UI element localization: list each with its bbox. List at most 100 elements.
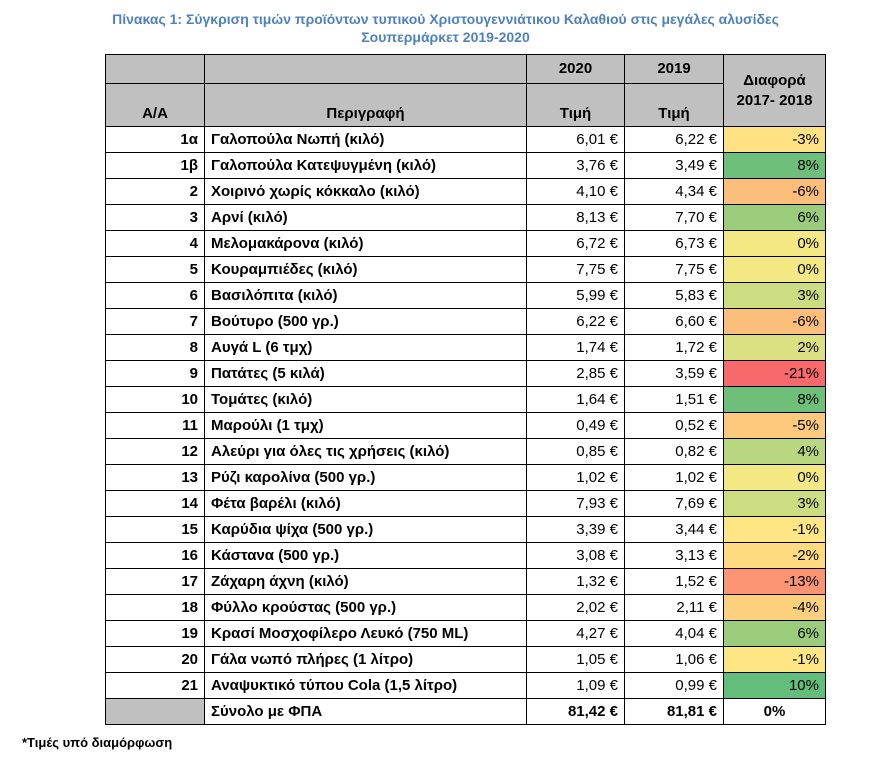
total-price-2019: 81,81 € — [624, 698, 724, 725]
table-row: 4 Μελομακάρονα (κιλό) 6,72 €6,73 €0% — [105, 230, 826, 257]
row-description: Κάστανα (500 γρ.) — [204, 542, 527, 569]
row-description: Καρύδια ψίχα (500 γρ.) — [204, 516, 527, 543]
row-id: 1β — [105, 152, 205, 179]
row-id: 5 — [105, 256, 205, 283]
header-year-2020: 2020 — [526, 54, 625, 84]
row-difference: 4% — [723, 438, 826, 465]
row-price-2020: 1,64 € — [526, 386, 625, 413]
row-id: 1α — [105, 126, 205, 153]
table-row: 11 Μαρούλι (1 τμχ) 0,49 €0,52 € -5% — [105, 412, 826, 439]
header-year-2019: 2019 — [624, 54, 724, 84]
row-id: 21 — [105, 672, 205, 699]
row-price-2020: 6,72 € — [526, 230, 625, 257]
table-row: 10 Τομάτες (κιλό) 1,64 €1,51 €8% — [105, 386, 826, 413]
row-description: Ρύζι καρολίνα (500 γρ.) — [204, 464, 527, 491]
row-difference: -2% — [723, 542, 826, 569]
row-id: 6 — [105, 282, 205, 309]
row-description: Αυγά L (6 τμχ) — [204, 334, 527, 361]
row-description: Αναψυκτικό τύπου Cola (1,5 λίτρο) — [204, 672, 527, 699]
row-price-2020: 3,08 € — [526, 542, 625, 569]
row-description: Χοιρινό χωρίς κόκκαλο (κιλό) — [204, 178, 527, 205]
row-id: 10 — [105, 386, 205, 413]
row-price-2020: 8,13 € — [526, 204, 625, 231]
row-price-2019: 1,51 € — [624, 386, 724, 413]
total-difference: 0% — [723, 698, 826, 725]
row-price-2019: 4,34 € — [624, 178, 724, 205]
table-row: 16 Κάστανα (500 γρ.) 3,08 €3,13 € -2% — [105, 542, 826, 569]
table-row: 3 Αρνί (κιλό) 8,13 €7,70 €6% — [105, 204, 826, 231]
table-row: 6 Βασιλόπιτα (κιλό) 5,99 €5,83 €3% — [105, 282, 826, 309]
total-aa-blank — [105, 698, 205, 725]
row-price-2019: 0,99 € — [624, 672, 724, 699]
table-row: 7 Βούτυρο (500 γρ.) 6,22 €6,60 € -6% — [105, 308, 826, 335]
row-difference: -5% — [723, 412, 826, 439]
row-description: Φέτα βαρέλι (κιλό) — [204, 490, 527, 517]
row-difference: 0% — [723, 230, 826, 257]
row-price-2019: 5,83 € — [624, 282, 724, 309]
row-difference: 3% — [723, 490, 826, 517]
row-id: 3 — [105, 204, 205, 231]
row-description: Μελομακάρονα (κιλό) — [204, 230, 527, 257]
row-id: 12 — [105, 438, 205, 465]
row-difference: -6% — [723, 178, 826, 205]
row-price-2020: 3,76 € — [526, 152, 625, 179]
row-description: Φύλλο κρούστας (500 γρ.) — [204, 594, 527, 621]
row-price-2019: 3,13 € — [624, 542, 724, 569]
caption-line-1: Πίνακας 1: Σύγκριση τιμών προϊόντων τυπι… — [112, 11, 779, 27]
row-difference: -6% — [723, 308, 826, 335]
row-id: 13 — [105, 464, 205, 491]
header-row-years: 2020 2019 Διαφορά 2017- 2018 — [105, 54, 826, 127]
row-difference: -21% — [723, 360, 826, 387]
header-price-2019: Τιμή — [624, 83, 724, 127]
table-caption: Πίνακας 1: Σύγκριση τιμών προϊόντων τυπι… — [0, 10, 891, 46]
row-price-2019: 7,69 € — [624, 490, 724, 517]
table-row: 9 Πατάτες (5 κιλά) 2,85 €3,59 € -21% — [105, 360, 826, 387]
row-difference: -1% — [723, 516, 826, 543]
row-price-2019: 6,73 € — [624, 230, 724, 257]
row-difference: 0% — [723, 256, 826, 283]
header-desc-blank — [204, 54, 527, 84]
table-row: 1β Γαλοπούλα Κατεψυγμένη (κιλό) 3,76 €3,49… — [105, 152, 826, 179]
row-difference: 8% — [723, 152, 826, 179]
header-aa-blank — [105, 54, 205, 84]
row-description: Γαλοπούλα Νωπή (κιλό) — [204, 126, 527, 153]
row-id: 16 — [105, 542, 205, 569]
row-id: 17 — [105, 568, 205, 595]
table-row: 14 Φέτα βαρέλι (κιλό) 7,93 €7,69 €3% — [105, 490, 826, 517]
row-difference: -1% — [723, 646, 826, 673]
table-row: 17 Ζάχαρη άχνη (κιλό) 1,32 €1,52 € -13% — [105, 568, 826, 595]
row-price-2020: 6,22 € — [526, 308, 625, 335]
table-row: 19 Κρασί Μοσχοφίλερο Λευκό (750 ML) 4,27 €… — [105, 620, 826, 647]
row-price-2020: 1,05 € — [526, 646, 625, 673]
row-description: Τομάτες (κιλό) — [204, 386, 527, 413]
row-description: Κρασί Μοσχοφίλερο Λευκό (750 ML) — [204, 620, 527, 647]
row-description: Μαρούλι (1 τμχ) — [204, 412, 527, 439]
row-price-2019: 3,49 € — [624, 152, 724, 179]
row-difference: 3% — [723, 282, 826, 309]
row-id: 15 — [105, 516, 205, 543]
row-description: Γαλοπούλα Κατεψυγμένη (κιλό) — [204, 152, 527, 179]
row-difference: 0% — [723, 464, 826, 491]
row-difference: -4% — [723, 594, 826, 621]
row-price-2019: 0,52 € — [624, 412, 724, 439]
table-row: 21 Αναψυκτικό τύπου Cola (1,5 λίτρο) 1,09 … — [105, 672, 826, 699]
row-price-2020: 0,49 € — [526, 412, 625, 439]
row-price-2020: 1,02 € — [526, 464, 625, 491]
row-id: 11 — [105, 412, 205, 439]
table-row: 13 Ρύζι καρολίνα (500 γρ.) 1,02 €1,02 €0% — [105, 464, 826, 491]
row-price-2019: 3,59 € — [624, 360, 724, 387]
table-row: 2 Χοιρινό χωρίς κόκκαλο (κιλό) 4,10 €4,34 … — [105, 178, 826, 205]
row-id: 2 — [105, 178, 205, 205]
row-description: Γάλα νωπό πλήρες (1 λίτρο) — [204, 646, 527, 673]
row-difference: -3% — [723, 126, 826, 153]
header-description: Περιγραφή — [204, 83, 527, 127]
row-price-2019: 7,75 € — [624, 256, 724, 283]
row-description: Ζάχαρη άχνη (κιλό) — [204, 568, 527, 595]
header-aa: Α/Α — [105, 83, 205, 127]
row-id: 19 — [105, 620, 205, 647]
row-price-2020: 7,93 € — [526, 490, 625, 517]
row-id: 4 — [105, 230, 205, 257]
table-row: 18 Φύλλο κρούστας (500 γρ.) 2,02 €2,11 € -4… — [105, 594, 826, 621]
row-price-2020: 3,39 € — [526, 516, 625, 543]
row-price-2020: 1,74 € — [526, 334, 625, 361]
